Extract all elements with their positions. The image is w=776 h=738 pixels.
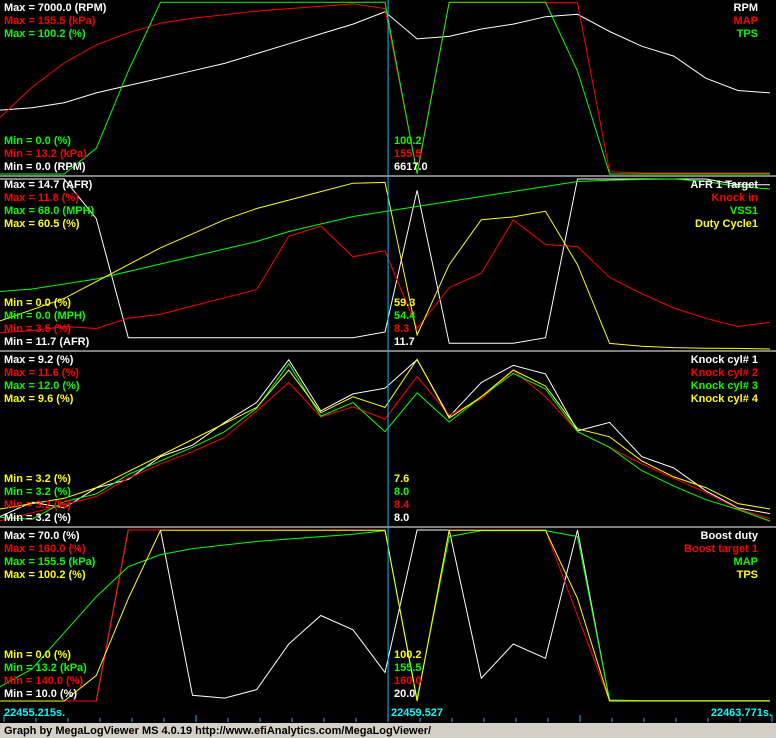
max-label: Max = 160.0 (%) [4, 543, 86, 555]
time-end: 22463.771s. [711, 707, 772, 719]
min-label: Min = 3.2 (%) [4, 499, 71, 511]
series-line [0, 178, 771, 292]
min-label: Min = 13.2 (kPa) [4, 662, 87, 674]
min-label: Min = 13.2 (kPa) [4, 148, 87, 160]
max-label: Max = 60.5 (%) [4, 218, 80, 230]
cursor-value: 8.4 [394, 499, 410, 511]
legend-entry: Knock cyl# 1 [691, 354, 758, 366]
min-label: Min = 0.0 (%) [4, 649, 71, 661]
min-label: Min = 0.0 (%) [4, 297, 71, 309]
cursor-value: 20.0 [394, 688, 415, 700]
cursor-value: 8.3 [394, 323, 409, 335]
cursor-value: 11.7 [394, 336, 415, 348]
max-label: Max = 12.0 (%) [4, 380, 80, 392]
cursor-value: 6617.0 [394, 161, 428, 173]
cursor-value: 7.6 [394, 473, 409, 485]
cursor-value: 155.5 [394, 662, 422, 674]
series-line [0, 369, 771, 522]
max-label: Max = 11.8 (%) [4, 192, 79, 204]
legend-entry: AFR 1 Target [690, 179, 758, 191]
series-line [0, 358, 771, 517]
cursor-value: 160.0 [394, 675, 422, 687]
min-label: Min = 3.5 (%) [4, 323, 71, 335]
max-label: Max = 7000.0 (RPM) [4, 2, 107, 14]
min-label: Min = 0.0 (MPH) [4, 310, 86, 322]
max-label: Max = 155.5 (kPa) [4, 556, 96, 568]
legend-entry: Knock cyl# 4 [691, 393, 759, 405]
min-label: Min = 3.2 (%) [4, 512, 71, 524]
min-label: Min = 10.0 (%) [4, 688, 77, 700]
legend-entry: Knock in [712, 192, 759, 204]
max-label: Max = 155.5 (kPa) [4, 15, 96, 27]
legend-entry: Duty Cycle1 [695, 218, 758, 230]
series-line [0, 181, 771, 350]
plot-area [0, 178, 771, 350]
cursor-value: 59.3 [394, 297, 415, 309]
footer: Graph by MegaLogViewer MS 4.0.19 http://… [4, 725, 431, 737]
legend-entry: Knock cyl# 3 [691, 380, 758, 392]
time-start: 22455.215s. [4, 707, 65, 719]
series-line [0, 219, 771, 334]
cursor-value: 100.2 [394, 135, 422, 147]
max-label: Max = 70.0 (%) [4, 530, 80, 542]
status-bar [0, 723, 776, 738]
legend-entry: VSS1 [730, 205, 758, 217]
cursor-value: 8.0 [394, 512, 409, 524]
series-line [0, 1, 770, 175]
legend-entry: TPS [737, 28, 758, 40]
cursor-value: 8.0 [394, 486, 409, 498]
legend-entry: Boost duty [701, 530, 759, 542]
max-label: Max = 68.0 (MPH) [4, 205, 95, 217]
cursor-value: 155.5 [394, 148, 422, 160]
legend-entry: RPM [734, 2, 758, 14]
cursor-value: 100.2 [394, 649, 422, 661]
plot-area [0, 529, 770, 702]
legend-entry: Knock cyl# 2 [691, 367, 758, 379]
series-line [0, 529, 770, 702]
max-label: Max = 14.7 (AFR) [4, 179, 93, 191]
legend-entry: TPS [737, 569, 758, 581]
max-label: Max = 100.2 (%) [4, 28, 86, 40]
min-label: Min = 140.0 (%) [4, 675, 84, 687]
min-label: Min = 11.7 (AFR) [4, 336, 90, 348]
cursor-time: 22459.527 [391, 707, 443, 719]
max-label: Max = 9.6 (%) [4, 393, 74, 405]
series-line [0, 358, 771, 510]
legend-entry: MAP [734, 556, 758, 568]
max-label: Max = 11.6 (%) [4, 367, 79, 379]
min-label: Min = 3.2 (%) [4, 486, 71, 498]
series-line [0, 362, 771, 522]
min-label: Min = 0.0 (RPM) [4, 161, 86, 173]
plot-area [0, 358, 771, 522]
series-line [0, 11, 771, 111]
legend-entry: Boost target 1 [684, 543, 758, 555]
max-label: Max = 100.2 (%) [4, 569, 86, 581]
min-label: Min = 0.0 (%) [4, 135, 71, 147]
cursor-value: 54.4 [394, 310, 416, 322]
plot-area [0, 1, 771, 175]
legend-entry: MAP [734, 15, 758, 27]
series-line [0, 2, 770, 174]
max-label: Max = 9.2 (%) [4, 354, 74, 366]
min-label: Min = 3.2 (%) [4, 473, 71, 485]
